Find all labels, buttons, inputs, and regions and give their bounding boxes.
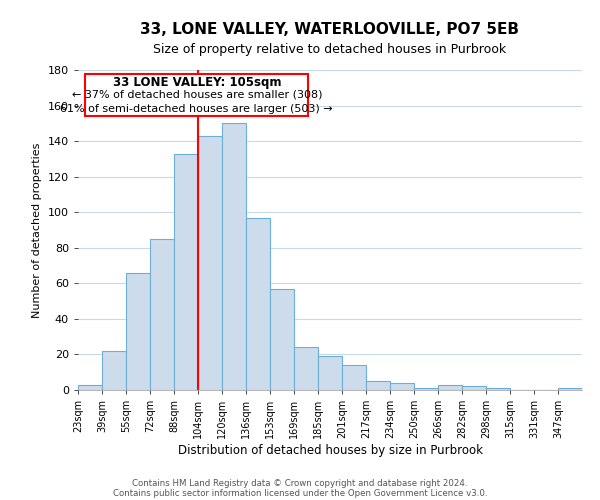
Text: 33, LONE VALLEY, WATERLOOVILLE, PO7 5EB: 33, LONE VALLEY, WATERLOOVILLE, PO7 5EB <box>140 22 520 38</box>
Bar <box>558 388 582 390</box>
Bar <box>270 288 294 390</box>
Bar <box>294 348 318 390</box>
Text: Contains HM Land Registry data © Crown copyright and database right 2024.: Contains HM Land Registry data © Crown c… <box>132 478 468 488</box>
Text: ← 37% of detached houses are smaller (308): ← 37% of detached houses are smaller (30… <box>71 90 322 100</box>
Bar <box>438 384 462 390</box>
X-axis label: Distribution of detached houses by size in Purbrook: Distribution of detached houses by size … <box>178 444 482 457</box>
Bar <box>102 351 126 390</box>
Text: Size of property relative to detached houses in Purbrook: Size of property relative to detached ho… <box>154 42 506 56</box>
Bar <box>414 388 438 390</box>
Bar <box>150 239 174 390</box>
Bar <box>366 381 390 390</box>
Bar <box>246 218 270 390</box>
Y-axis label: Number of detached properties: Number of detached properties <box>32 142 42 318</box>
Bar <box>126 272 150 390</box>
Bar <box>198 136 222 390</box>
Bar <box>390 383 414 390</box>
Text: 61% of semi-detached houses are larger (503) →: 61% of semi-detached houses are larger (… <box>61 104 333 114</box>
Bar <box>486 388 510 390</box>
Text: Contains public sector information licensed under the Open Government Licence v3: Contains public sector information licen… <box>113 488 487 498</box>
Bar <box>174 154 198 390</box>
Bar <box>318 356 342 390</box>
Bar <box>462 386 486 390</box>
FancyBboxPatch shape <box>85 74 308 116</box>
Bar <box>342 365 366 390</box>
Bar <box>222 124 246 390</box>
Text: 33 LONE VALLEY: 105sqm: 33 LONE VALLEY: 105sqm <box>113 76 281 88</box>
Bar <box>78 384 102 390</box>
